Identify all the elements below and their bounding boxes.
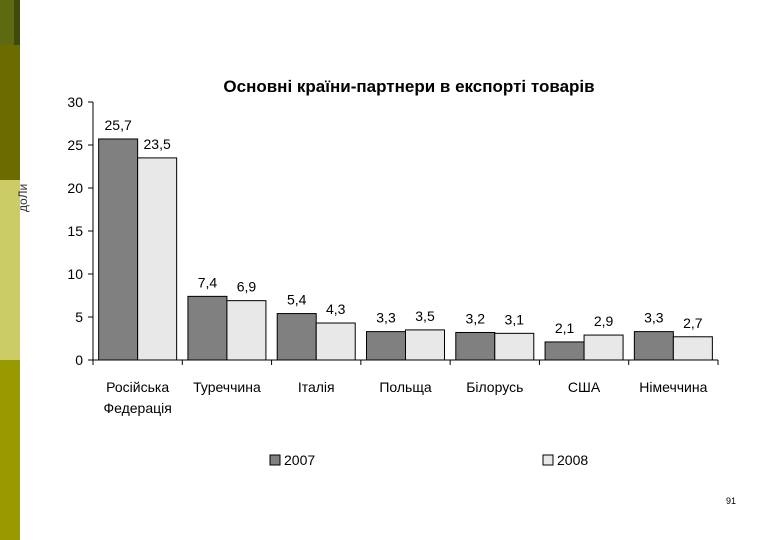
decor-strip-bottom [0,360,20,540]
data-label: 2,7 [683,315,703,331]
bar-2007 [633,331,674,361]
bar-2008 [672,336,713,361]
data-label: 4,3 [326,301,346,317]
data-label: 23,5 [144,136,171,152]
bar-2008 [226,300,267,361]
data-label: 3,2 [466,310,486,326]
data-label: 2,9 [594,313,614,329]
bar-2007 [276,313,317,361]
data-label: 25,7 [105,117,132,133]
data-label: 3,5 [415,308,435,324]
data-label: 3,3 [376,310,396,326]
y-tick-label: 10 [67,266,83,282]
category-label: Німеччина [639,379,707,395]
bar-2008 [315,322,356,361]
bar-2008 [494,332,535,361]
bar-2008 [137,157,178,361]
category-label: Федерація [103,400,171,416]
y-tick-label: 25 [67,137,83,153]
legend-label-2007: 2007 [284,452,315,468]
data-label: 7,4 [198,274,218,290]
y-tick-label: 5 [75,309,83,325]
page-number: 91 [725,496,736,506]
data-label: 3,3 [644,310,664,326]
bar-2007 [187,295,228,361]
y-tick-label: 30 [67,94,83,110]
bar-2007 [455,331,496,361]
bar-2007 [544,341,585,361]
bar-2007 [98,138,139,361]
category-label: Російська [106,379,169,395]
y-tick-label: 0 [75,352,83,368]
category-label: США [568,379,601,395]
legend-label-2008: 2008 [557,452,588,468]
legend-swatch-2008 [542,454,554,466]
legend-swatch-2007 [269,454,281,466]
bar-2008 [583,334,624,361]
decor-strip-accent [14,0,20,45]
y-tick-label: 20 [67,180,83,196]
data-label: 3,1 [505,311,525,327]
category-label: Польща [379,379,432,395]
data-label: 2,1 [555,320,575,336]
category-label: Білорусь [466,379,523,395]
bar-2007 [366,331,406,361]
y-tick-label: 15 [67,223,83,239]
data-label: 6,9 [237,279,257,295]
bar-2008 [405,329,445,361]
category-label: Італія [298,379,335,395]
data-label: 5,4 [287,292,307,308]
category-label: Туреччина [193,379,261,395]
decor-strip-light [0,180,20,360]
decor-strip-dark [0,45,20,180]
chart-title: Основні країни-партнери в експорті товар… [223,77,594,96]
